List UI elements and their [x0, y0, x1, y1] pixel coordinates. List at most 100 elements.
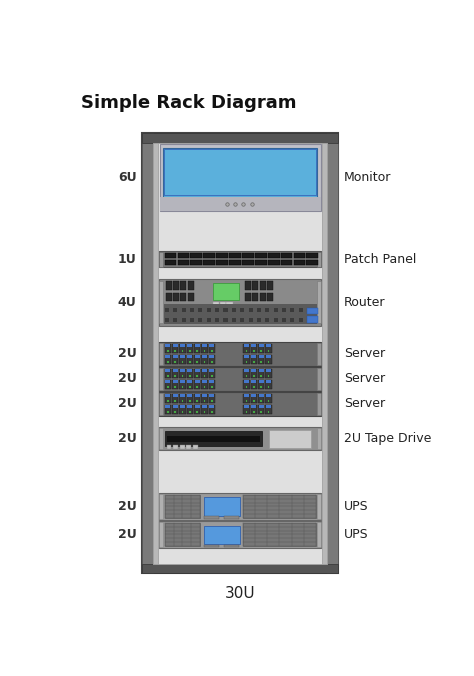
Bar — [187, 394, 192, 397]
Bar — [173, 318, 177, 322]
Bar — [242, 260, 254, 266]
Bar — [223, 318, 228, 322]
Bar — [268, 361, 269, 363]
Bar — [251, 405, 257, 414]
Bar — [159, 428, 163, 450]
Bar — [261, 349, 262, 352]
Bar — [268, 411, 269, 413]
Bar — [207, 318, 211, 322]
Bar — [159, 392, 321, 416]
Bar — [265, 380, 272, 389]
Bar — [211, 386, 213, 388]
Bar — [180, 445, 184, 449]
Bar — [244, 380, 249, 383]
Bar — [252, 281, 258, 290]
Bar — [211, 411, 213, 413]
Bar — [172, 394, 178, 404]
Bar — [164, 149, 316, 195]
Bar — [204, 544, 219, 547]
Bar — [211, 349, 213, 352]
Bar — [257, 318, 261, 322]
Bar — [318, 368, 321, 389]
Bar — [204, 411, 205, 413]
Bar — [189, 386, 191, 388]
Bar — [178, 253, 189, 258]
Bar — [259, 394, 264, 397]
Bar — [187, 369, 193, 379]
Bar — [188, 281, 194, 290]
Bar — [153, 143, 328, 564]
Bar — [273, 308, 278, 312]
Bar — [174, 375, 176, 377]
Bar — [180, 344, 185, 347]
Bar — [258, 355, 264, 364]
Bar — [307, 318, 311, 322]
Bar — [251, 344, 257, 354]
Bar — [182, 361, 183, 363]
Bar — [167, 386, 169, 388]
Bar — [187, 355, 192, 358]
Bar — [318, 281, 321, 323]
Bar — [209, 355, 215, 364]
Bar — [209, 394, 215, 404]
Bar — [255, 253, 267, 258]
Bar — [243, 495, 316, 518]
Bar — [182, 349, 183, 352]
Bar — [182, 400, 183, 402]
Bar — [196, 375, 198, 377]
Bar — [248, 318, 253, 322]
Bar — [204, 349, 205, 352]
Text: Simple Rack Diagram: Simple Rack Diagram — [82, 94, 297, 112]
Bar — [210, 405, 214, 408]
Bar — [202, 405, 207, 408]
Bar — [165, 344, 170, 347]
Bar — [204, 525, 240, 544]
Bar — [202, 369, 207, 372]
Bar — [174, 361, 176, 363]
Bar — [187, 380, 192, 383]
Bar — [209, 369, 215, 379]
Bar — [165, 394, 170, 397]
Bar — [164, 253, 176, 258]
Bar — [201, 369, 208, 379]
Bar — [181, 281, 186, 290]
Bar — [252, 405, 256, 408]
Text: UPS: UPS — [344, 500, 369, 513]
Bar — [252, 369, 256, 372]
Bar — [290, 308, 294, 312]
Bar — [195, 344, 200, 347]
Bar — [182, 386, 183, 388]
Bar — [306, 253, 318, 258]
Text: UPS: UPS — [344, 528, 369, 541]
Bar — [172, 355, 178, 364]
Bar — [223, 308, 228, 312]
Bar — [265, 394, 272, 404]
Bar — [142, 133, 338, 573]
Text: 2U Tape Drive: 2U Tape Drive — [344, 432, 431, 445]
Bar — [195, 380, 200, 383]
Bar — [195, 405, 200, 408]
Bar — [196, 400, 198, 402]
Bar — [229, 260, 241, 266]
Bar — [181, 293, 186, 301]
Bar — [258, 405, 264, 414]
Bar — [186, 445, 191, 449]
Text: Monitor: Monitor — [344, 171, 392, 184]
Bar — [173, 394, 178, 397]
Bar — [167, 400, 169, 402]
Bar — [196, 386, 198, 388]
Bar — [159, 281, 163, 323]
Bar — [255, 260, 267, 266]
Bar — [267, 293, 273, 301]
Bar — [210, 394, 214, 397]
Bar — [244, 369, 249, 372]
Bar — [173, 293, 179, 301]
Bar — [189, 400, 191, 402]
Bar — [173, 344, 178, 347]
Bar — [159, 494, 163, 518]
Bar — [260, 293, 265, 301]
Bar — [174, 400, 176, 402]
Bar — [224, 516, 238, 518]
Bar — [242, 253, 254, 258]
Bar — [201, 344, 208, 354]
